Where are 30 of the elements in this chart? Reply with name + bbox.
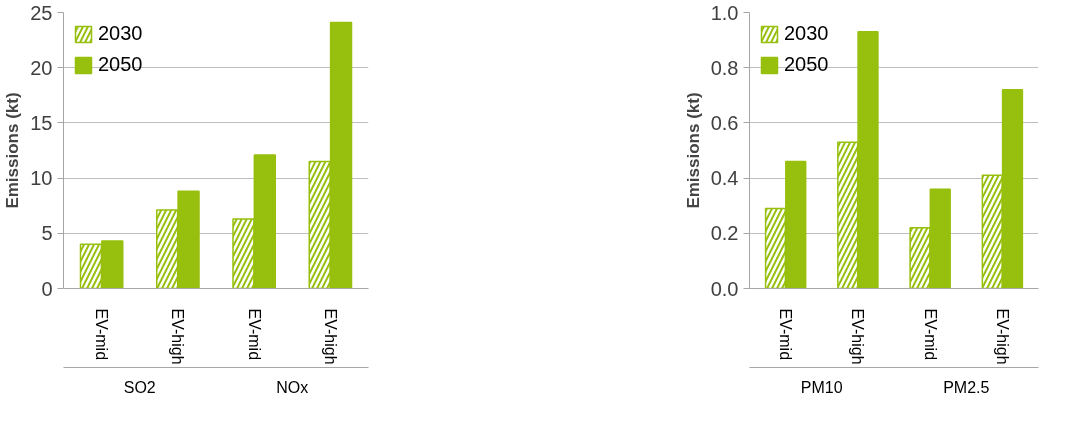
text: NOx (276, 378, 309, 396)
y-tick-label: 0.0 (710, 277, 739, 300)
x-tick-label: EV-mid (93, 308, 111, 361)
legend-label: 2030 (98, 22, 143, 45)
x-tick-label: EV-mid (245, 308, 263, 361)
text: PM10 (800, 378, 843, 396)
x-tick-label: EV-mid (921, 308, 939, 361)
y-tick-label: 15 (30, 111, 53, 134)
y-axis-title: Emissions (kt) (683, 92, 703, 209)
y-tick-label: 0 (41, 277, 53, 300)
legend-label: 2050 (784, 53, 829, 76)
y-tick-label: 25 (30, 1, 53, 24)
y-tick-label: 0.6 (710, 111, 739, 134)
text: SO2 (123, 378, 156, 396)
x-tick-label: EV-mid (777, 308, 795, 361)
x-tick-label: EV-high (169, 308, 187, 365)
y-tick-label: 20 (30, 56, 53, 79)
legend-label: 2030 (784, 22, 829, 45)
y-tick-label: 10 (30, 167, 53, 190)
x-tick-label: EV-high (993, 308, 1011, 365)
x-tick-label: EV-high (849, 308, 867, 365)
y-tick-label: 0.2 (710, 222, 739, 245)
y-tick-label: 0.4 (710, 167, 739, 190)
legend-label: 2050 (98, 53, 143, 76)
y-tick-label: 5 (41, 222, 53, 245)
text: PM2.5 (943, 378, 990, 396)
y-tick-label: 0.8 (710, 56, 739, 79)
y-axis-title: Emissions (kt) (3, 92, 23, 209)
y-tick-label: 1.0 (710, 1, 739, 24)
x-tick-label: EV-high (321, 308, 339, 365)
